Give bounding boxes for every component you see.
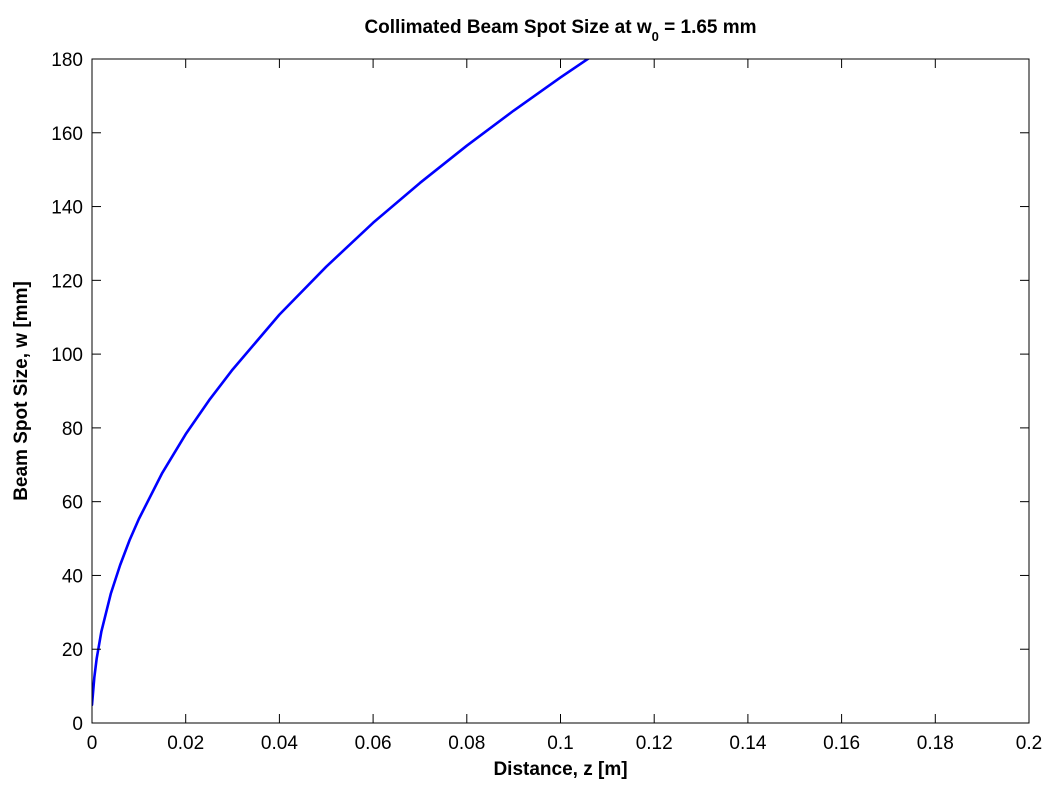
chart-title-suffix: = 1.65 mm — [659, 17, 757, 38]
plot-background — [92, 59, 1029, 723]
y-axis-title: Beam Spot Size, w [mm] — [11, 281, 32, 501]
x-tick-label: 0.18 — [917, 733, 954, 754]
x-axis-title: Distance, z [m] — [493, 759, 627, 780]
axes-layer: 0 0.02 0.04 0.06 0.08 0.1 0.12 0.14 0.16 0.18 0.2 0… — [51, 50, 1042, 754]
y-tick-label: 80 — [62, 419, 83, 440]
y-tick-label: 40 — [62, 566, 83, 587]
x-tick-label: 0.08 — [448, 733, 485, 754]
x-tick-label: 0.06 — [355, 733, 392, 754]
x-tick-label: 0.04 — [261, 733, 298, 754]
x-tick-label: 0.16 — [823, 733, 860, 754]
chart-title: Collimated Beam Spot Size at w0 = 1.65 m… — [364, 17, 756, 44]
data-layer — [92, 59, 591, 707]
x-tick-label: 0.14 — [729, 733, 766, 754]
y-tick-label: 120 — [51, 271, 83, 292]
y-tick-label: 60 — [62, 493, 83, 514]
x-tick-label: 0.12 — [636, 733, 673, 754]
series-line-beam-spot-size — [92, 59, 591, 707]
y-tick-label: 140 — [51, 198, 83, 219]
x-tick-label: 0.2 — [1016, 733, 1042, 754]
chart-title-subscript: 0 — [652, 29, 659, 44]
x-tick-label: 0.02 — [167, 733, 204, 754]
y-tick-label: 0 — [72, 714, 83, 735]
plot-area — [92, 59, 1029, 723]
y-tick-label: 100 — [51, 345, 83, 366]
chart-title-main: Collimated Beam Spot Size at w — [364, 17, 651, 38]
x-tick-label: 0 — [87, 733, 98, 754]
y-tick-label: 160 — [51, 124, 83, 145]
x-tick-label: 0.1 — [547, 733, 573, 754]
y-tick-label: 180 — [51, 50, 83, 71]
y-tick-label: 20 — [62, 640, 83, 661]
